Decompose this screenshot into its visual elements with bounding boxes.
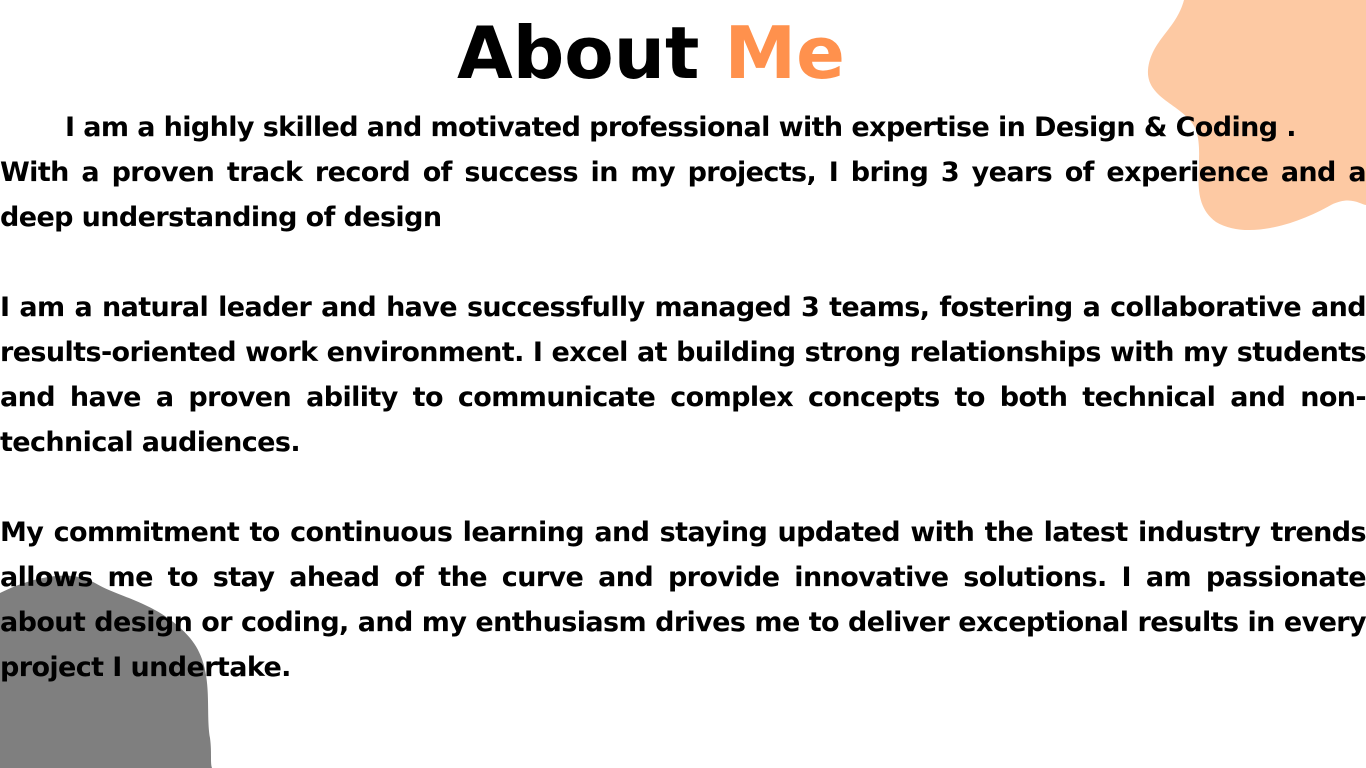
page-title: About Me [0,10,1302,96]
intro-rest: With a proven track record of success in… [0,157,1366,233]
title-word-about: About [457,11,700,95]
orange-decorative-blob [1147,0,1366,231]
intro-first-line: I am a highly skilled and motivated prof… [65,112,1297,143]
about-content: I am a highly skilled and motivated prof… [0,105,1366,690]
paragraph-leadership: I am a natural leader and have successfu… [0,292,1366,458]
paragraph-intro: I am a highly skilled and motivated prof… [0,105,1366,240]
paragraph-commitment: My commitment to continuous learning and… [0,517,1366,683]
title-word-me: Me [724,11,845,95]
gray-decorative-blob [0,575,212,768]
